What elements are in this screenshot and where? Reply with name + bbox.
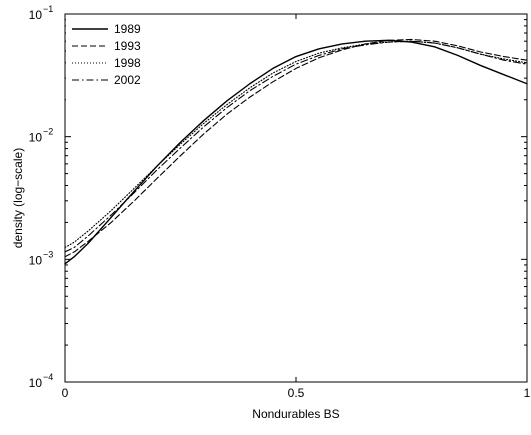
y-tick-label: 10 −3: [29, 249, 54, 267]
y-axis-title: density (log−scale): [11, 148, 25, 248]
ticks-layer: 0 0.5 110−410−310−210−1: [29, 4, 531, 400]
x-axis-title: Nondurables BS: [252, 407, 339, 421]
y-tick-exponent: −2: [43, 127, 53, 137]
y-tick-label: 10 −4: [29, 372, 54, 390]
series-layer: [64, 38, 528, 265]
x-tick-label: 1: [524, 386, 531, 400]
legend-box: [66, 15, 158, 103]
y-tick-base: 10: [29, 376, 43, 390]
y-tick-label: 10 −2: [29, 127, 54, 145]
y-tick-label: 10 −1: [29, 4, 54, 22]
x-tick-label: 0: [62, 386, 69, 400]
legend-label: 2002: [114, 73, 141, 87]
y-tick-exponent: −1: [43, 4, 53, 14]
series-line-1993: [64, 38, 528, 258]
legend-label: 1993: [114, 39, 141, 53]
y-tick-base: 10: [29, 131, 43, 145]
y-tick-base: 10: [29, 253, 43, 267]
legend-label: 1998: [114, 56, 141, 70]
y-tick-exponent: −4: [43, 372, 53, 382]
series-line-2002: [64, 40, 528, 253]
y-tick-exponent: −3: [43, 249, 53, 259]
legend: 1989 1993 1998 2002: [66, 15, 158, 103]
legend-label: 1989: [114, 22, 141, 36]
x-tick-label: 0.5: [288, 386, 305, 400]
y-tick-base: 10: [29, 8, 43, 22]
